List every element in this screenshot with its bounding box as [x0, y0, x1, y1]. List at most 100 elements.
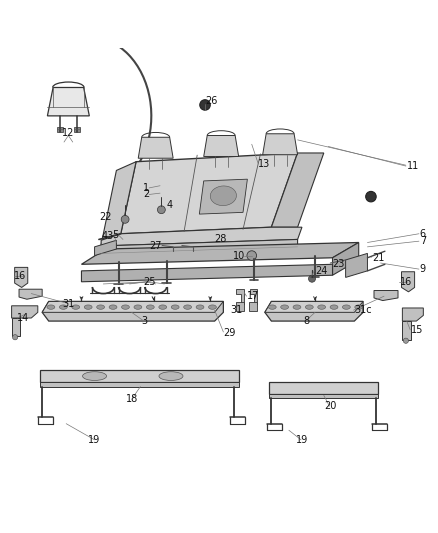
Circle shape: [121, 215, 129, 223]
Text: 7: 7: [420, 236, 426, 246]
Circle shape: [308, 275, 315, 282]
Polygon shape: [101, 239, 297, 262]
Text: 24: 24: [315, 266, 328, 276]
Polygon shape: [346, 253, 367, 277]
Circle shape: [200, 100, 210, 110]
Ellipse shape: [210, 186, 237, 206]
Polygon shape: [42, 302, 223, 321]
Polygon shape: [403, 308, 424, 321]
Text: 19: 19: [296, 435, 308, 445]
Ellipse shape: [134, 305, 142, 309]
Text: 10: 10: [233, 251, 245, 261]
Ellipse shape: [196, 305, 204, 309]
Polygon shape: [332, 243, 359, 275]
Polygon shape: [402, 272, 415, 292]
Polygon shape: [269, 382, 378, 394]
Text: 16: 16: [14, 271, 26, 281]
Polygon shape: [101, 227, 302, 246]
Text: 19: 19: [88, 435, 101, 445]
Polygon shape: [269, 394, 378, 398]
Text: 28: 28: [215, 235, 227, 245]
Text: 8: 8: [303, 316, 309, 326]
Text: 43: 43: [102, 231, 114, 241]
Polygon shape: [374, 290, 398, 301]
Text: 22: 22: [99, 212, 112, 222]
Ellipse shape: [146, 305, 154, 309]
Text: 4: 4: [166, 200, 173, 211]
Ellipse shape: [281, 305, 289, 309]
Polygon shape: [42, 302, 223, 312]
Ellipse shape: [60, 305, 67, 309]
Polygon shape: [81, 243, 359, 264]
Text: 25: 25: [143, 277, 155, 287]
Polygon shape: [14, 268, 28, 287]
Ellipse shape: [184, 305, 191, 309]
Text: 20: 20: [324, 401, 336, 411]
Text: 16: 16: [400, 277, 413, 287]
Polygon shape: [265, 302, 363, 312]
Ellipse shape: [159, 305, 167, 309]
Text: 29: 29: [223, 328, 236, 338]
Polygon shape: [272, 153, 324, 227]
Polygon shape: [236, 302, 244, 311]
Ellipse shape: [305, 305, 313, 309]
Polygon shape: [199, 179, 247, 214]
Circle shape: [403, 338, 409, 343]
Ellipse shape: [97, 305, 105, 309]
Text: 1: 1: [143, 183, 149, 193]
Polygon shape: [19, 289, 42, 299]
Text: 26: 26: [205, 96, 217, 107]
Polygon shape: [263, 134, 297, 155]
Circle shape: [12, 335, 18, 340]
Ellipse shape: [293, 305, 301, 309]
Circle shape: [247, 251, 257, 261]
Text: 18: 18: [126, 394, 138, 404]
Polygon shape: [403, 321, 411, 340]
Polygon shape: [12, 318, 20, 336]
Ellipse shape: [343, 305, 350, 309]
Circle shape: [366, 191, 376, 202]
Text: 27: 27: [150, 240, 162, 251]
Polygon shape: [74, 127, 80, 133]
Text: 5: 5: [112, 230, 119, 240]
Text: 2: 2: [143, 189, 149, 199]
Polygon shape: [249, 302, 258, 311]
Ellipse shape: [318, 305, 325, 309]
Polygon shape: [40, 370, 239, 382]
Text: 31: 31: [230, 305, 243, 315]
Text: 12: 12: [62, 128, 74, 139]
Polygon shape: [237, 289, 244, 304]
Polygon shape: [138, 138, 173, 158]
Text: 21: 21: [372, 253, 384, 263]
Ellipse shape: [47, 305, 55, 309]
Text: 31: 31: [62, 298, 74, 309]
Ellipse shape: [72, 305, 80, 309]
Text: 3: 3: [142, 316, 148, 326]
Text: 9: 9: [420, 264, 426, 274]
Ellipse shape: [82, 372, 106, 381]
Text: 13: 13: [258, 159, 271, 169]
Polygon shape: [121, 153, 297, 234]
Ellipse shape: [159, 372, 183, 381]
Ellipse shape: [268, 305, 276, 309]
Text: 15: 15: [411, 325, 424, 335]
Ellipse shape: [171, 305, 179, 309]
Text: 11: 11: [407, 161, 419, 171]
Polygon shape: [204, 135, 239, 157]
Polygon shape: [95, 240, 117, 256]
Polygon shape: [81, 264, 332, 282]
Text: 6: 6: [420, 229, 426, 239]
Polygon shape: [12, 306, 38, 318]
Polygon shape: [250, 289, 258, 304]
Text: 23: 23: [332, 260, 345, 269]
Circle shape: [157, 206, 165, 214]
Text: 14: 14: [17, 313, 29, 323]
Ellipse shape: [109, 305, 117, 309]
Ellipse shape: [330, 305, 338, 309]
Ellipse shape: [84, 305, 92, 309]
Text: 17: 17: [247, 291, 260, 301]
Ellipse shape: [355, 305, 363, 309]
Ellipse shape: [121, 305, 129, 309]
Polygon shape: [101, 161, 136, 245]
Polygon shape: [47, 87, 89, 116]
